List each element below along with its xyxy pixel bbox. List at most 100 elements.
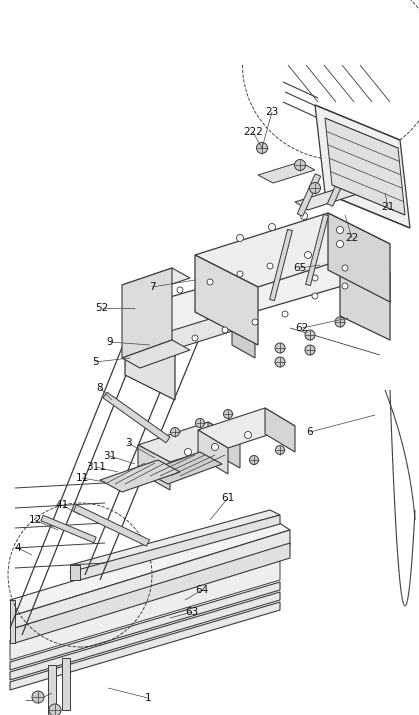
Text: 63: 63 bbox=[185, 607, 199, 617]
Polygon shape bbox=[10, 592, 280, 680]
Circle shape bbox=[310, 182, 321, 194]
Circle shape bbox=[275, 343, 285, 353]
Polygon shape bbox=[10, 582, 280, 670]
Polygon shape bbox=[125, 310, 175, 400]
Polygon shape bbox=[62, 658, 70, 710]
Text: 5: 5 bbox=[92, 357, 98, 367]
Text: 12: 12 bbox=[28, 515, 41, 525]
Circle shape bbox=[223, 410, 233, 418]
Text: 311: 311 bbox=[86, 462, 106, 472]
Polygon shape bbox=[122, 268, 172, 358]
Circle shape bbox=[237, 271, 243, 277]
Polygon shape bbox=[305, 214, 328, 285]
Circle shape bbox=[335, 317, 345, 327]
Circle shape bbox=[252, 319, 258, 325]
Polygon shape bbox=[10, 602, 280, 690]
Polygon shape bbox=[325, 118, 405, 215]
Text: 6: 6 bbox=[307, 427, 313, 437]
Circle shape bbox=[249, 455, 259, 465]
Polygon shape bbox=[195, 255, 258, 345]
Circle shape bbox=[305, 330, 315, 340]
Polygon shape bbox=[327, 164, 351, 206]
Polygon shape bbox=[70, 510, 280, 572]
Polygon shape bbox=[70, 515, 280, 580]
Circle shape bbox=[342, 265, 348, 271]
Circle shape bbox=[269, 224, 276, 230]
Circle shape bbox=[222, 327, 228, 333]
Circle shape bbox=[295, 159, 305, 170]
Polygon shape bbox=[208, 422, 240, 468]
Polygon shape bbox=[73, 505, 150, 546]
Circle shape bbox=[177, 287, 183, 293]
Polygon shape bbox=[70, 565, 80, 580]
Polygon shape bbox=[232, 312, 255, 358]
Circle shape bbox=[32, 691, 44, 703]
Polygon shape bbox=[10, 600, 15, 643]
Polygon shape bbox=[340, 248, 390, 340]
Circle shape bbox=[342, 283, 348, 289]
Text: 7: 7 bbox=[149, 282, 155, 292]
Polygon shape bbox=[41, 516, 96, 543]
Circle shape bbox=[312, 275, 318, 281]
Polygon shape bbox=[265, 408, 295, 452]
Text: 3: 3 bbox=[125, 438, 131, 448]
Polygon shape bbox=[195, 213, 390, 287]
Text: 222: 222 bbox=[243, 127, 263, 137]
Circle shape bbox=[336, 227, 344, 234]
Circle shape bbox=[336, 240, 344, 247]
Polygon shape bbox=[103, 392, 170, 443]
Circle shape bbox=[267, 263, 273, 269]
Circle shape bbox=[207, 279, 213, 285]
Polygon shape bbox=[138, 445, 170, 490]
Circle shape bbox=[236, 235, 243, 242]
Text: 11: 11 bbox=[75, 473, 89, 483]
Polygon shape bbox=[138, 422, 240, 462]
Text: 41: 41 bbox=[55, 500, 69, 510]
Circle shape bbox=[305, 345, 315, 355]
Circle shape bbox=[192, 335, 198, 341]
Text: 65: 65 bbox=[293, 263, 307, 273]
Polygon shape bbox=[48, 665, 56, 715]
Text: 23: 23 bbox=[265, 107, 279, 117]
Polygon shape bbox=[122, 268, 190, 295]
Circle shape bbox=[196, 418, 204, 428]
Polygon shape bbox=[125, 248, 390, 335]
Circle shape bbox=[300, 212, 308, 220]
Circle shape bbox=[256, 142, 267, 154]
Circle shape bbox=[282, 311, 288, 317]
Polygon shape bbox=[269, 230, 292, 300]
Circle shape bbox=[305, 252, 311, 259]
Circle shape bbox=[212, 443, 218, 450]
Text: 52: 52 bbox=[96, 303, 109, 313]
Polygon shape bbox=[295, 178, 385, 210]
Text: 62: 62 bbox=[295, 323, 309, 333]
Polygon shape bbox=[122, 340, 190, 368]
Polygon shape bbox=[198, 408, 295, 448]
Circle shape bbox=[275, 357, 285, 367]
Text: 64: 64 bbox=[195, 585, 209, 595]
Circle shape bbox=[245, 431, 251, 438]
Polygon shape bbox=[198, 430, 228, 474]
Polygon shape bbox=[10, 520, 290, 615]
Text: 9: 9 bbox=[107, 337, 113, 347]
Polygon shape bbox=[258, 162, 315, 183]
Polygon shape bbox=[100, 460, 180, 492]
Polygon shape bbox=[15, 530, 290, 628]
Circle shape bbox=[49, 704, 61, 715]
Text: 1: 1 bbox=[145, 693, 151, 703]
Text: 61: 61 bbox=[221, 493, 235, 503]
Polygon shape bbox=[297, 174, 321, 216]
Polygon shape bbox=[10, 560, 280, 660]
Text: 31: 31 bbox=[103, 451, 116, 461]
Polygon shape bbox=[148, 312, 255, 350]
Text: 8: 8 bbox=[97, 383, 103, 393]
Text: 22: 22 bbox=[345, 233, 359, 243]
Text: 21: 21 bbox=[381, 202, 395, 212]
Polygon shape bbox=[315, 105, 410, 228]
Polygon shape bbox=[145, 452, 222, 484]
Polygon shape bbox=[15, 543, 290, 643]
Circle shape bbox=[312, 293, 318, 299]
Circle shape bbox=[276, 445, 285, 455]
Circle shape bbox=[184, 448, 191, 455]
Text: 4: 4 bbox=[15, 543, 21, 553]
